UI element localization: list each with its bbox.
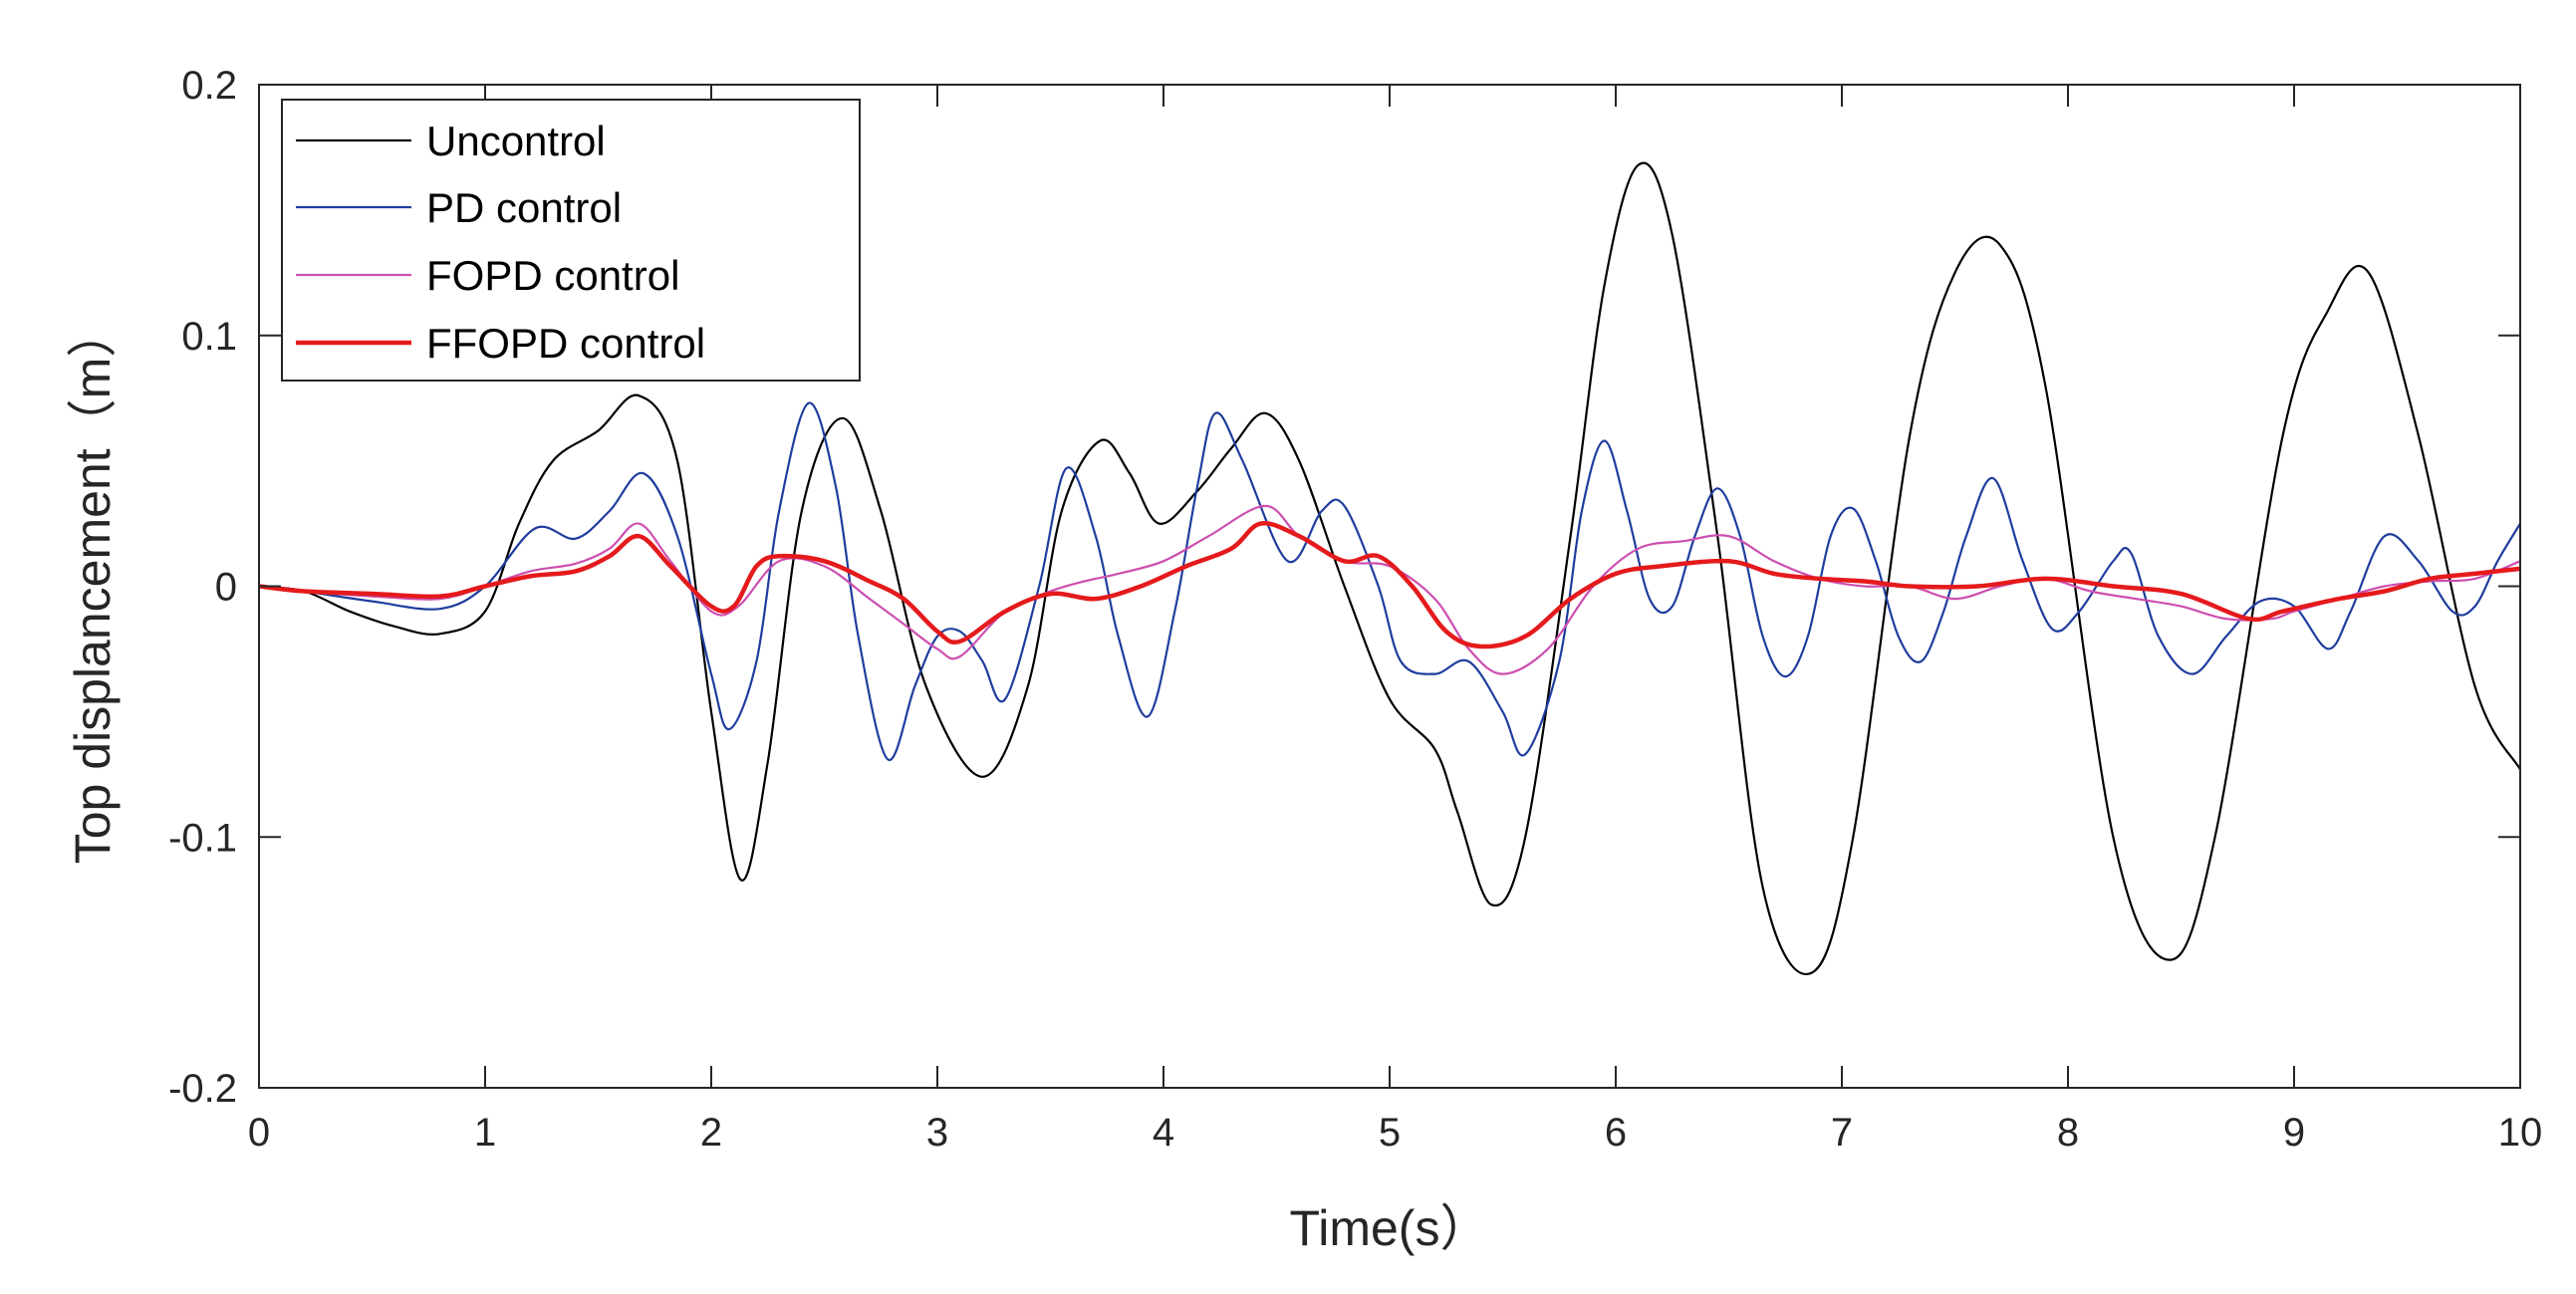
y-tick-label: -0.1 <box>168 816 237 860</box>
series-layer <box>258 161 2521 975</box>
series-line-1 <box>258 161 2521 975</box>
x-tick-label: 3 <box>926 1111 948 1155</box>
legend-label-1: Uncontrol <box>426 118 606 164</box>
y-axis-title: Top displancement（m） <box>65 308 121 865</box>
x-tick-label: 4 <box>1153 1111 1174 1155</box>
legend-items: Uncontrol PD control FOPD control FFOPD con… <box>296 118 705 367</box>
y-tick-label: -0.2 <box>168 1067 237 1111</box>
legend-label-3: FOPD control <box>426 252 679 299</box>
x-tick-label: 5 <box>1379 1111 1401 1155</box>
legend-label-2: PD control <box>426 184 622 231</box>
legend-label-4: FFOPD control <box>426 320 705 367</box>
legend-box <box>281 99 861 382</box>
series-line-4 <box>258 521 2521 649</box>
x-tick-label: 7 <box>1831 1111 1853 1155</box>
x-tick-label: 8 <box>2057 1111 2079 1155</box>
x-tick-label: 2 <box>700 1111 722 1155</box>
series-line-2 <box>258 401 2521 761</box>
tick-layer: 0 1 2 3 4 5 6 7 8 9 10 -0.2 -0.1 0 0.1 0.2 <box>168 64 2542 1155</box>
x-tick-label: 1 <box>474 1111 496 1155</box>
x-tick-label: 6 <box>1605 1111 1627 1155</box>
y-tick-label: 0 <box>215 566 237 610</box>
x-axis-title: Time(s） <box>1290 1200 1490 1256</box>
series-line-3 <box>258 504 2521 675</box>
x-tick-label: 0 <box>248 1111 270 1155</box>
legend: Uncontrol PD control FOPD control FFOPD con… <box>281 99 861 382</box>
y-tick-label: 0.1 <box>181 315 237 359</box>
x-tick-label: 9 <box>2283 1111 2305 1155</box>
x-tick-label: 10 <box>2498 1111 2543 1155</box>
y-tick-label: 0.2 <box>181 64 237 108</box>
